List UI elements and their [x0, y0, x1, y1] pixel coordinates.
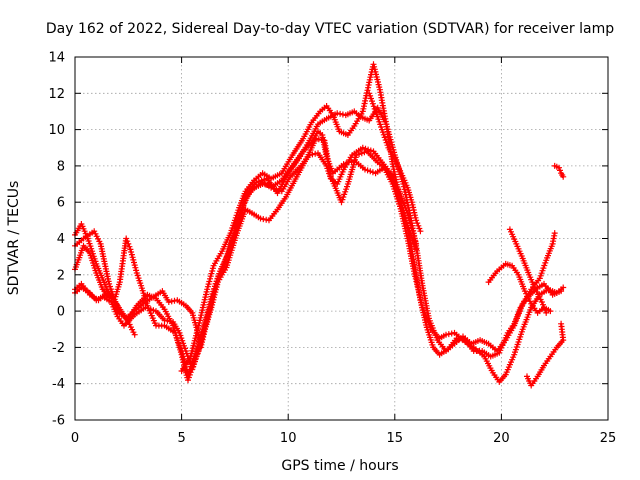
data-series-track-11	[551, 162, 567, 180]
axis-ticks: 0 5 10 15 20 25 -6 -4 -2 0 2 4 6 8 10 12 14	[48, 51, 616, 447]
y-tick-label: 10	[48, 123, 65, 138]
plus-markers	[551, 162, 567, 180]
y-tick-label: 4	[57, 232, 65, 247]
x-tick-label: 10	[280, 431, 297, 446]
series-trace	[73, 106, 556, 371]
series-trace	[73, 146, 418, 382]
series-trace	[525, 322, 565, 387]
y-tick-label: -2	[52, 341, 65, 356]
plus-markers	[506, 226, 550, 316]
y-tick-label: 14	[48, 51, 65, 66]
y-tick-label: -4	[52, 377, 65, 392]
x-tick-label: 25	[600, 431, 617, 446]
data-series-track-8	[485, 260, 554, 316]
y-tick-label: 12	[48, 87, 65, 102]
data-series-track-9	[506, 226, 550, 316]
plus-markers	[178, 61, 565, 374]
y-axis-label: SDTVAR / TECUs	[6, 181, 22, 296]
plus-markers	[524, 320, 567, 389]
grid	[75, 57, 608, 420]
y-tick-label: 6	[57, 196, 65, 211]
x-tick-label: 5	[177, 431, 185, 446]
y-tick-label: 2	[57, 268, 65, 283]
plus-markers	[366, 90, 424, 235]
x-tick-label: 20	[493, 431, 510, 446]
chart-title: Day 162 of 2022, Sidereal Day-to-day VTE…	[46, 21, 614, 37]
y-tick-label: -6	[52, 414, 65, 429]
series-layer	[72, 61, 567, 389]
x-tick-label: 15	[387, 431, 404, 446]
data-series-track-7	[366, 90, 424, 235]
x-axis-label: GPS time / hours	[281, 458, 398, 474]
data-series-track-10	[524, 320, 567, 389]
x-tick-label: 0	[71, 431, 79, 446]
y-tick-label: 0	[57, 305, 65, 320]
plus-markers	[485, 260, 554, 316]
data-series-track-6	[178, 61, 565, 374]
y-tick-label: 8	[57, 159, 65, 174]
